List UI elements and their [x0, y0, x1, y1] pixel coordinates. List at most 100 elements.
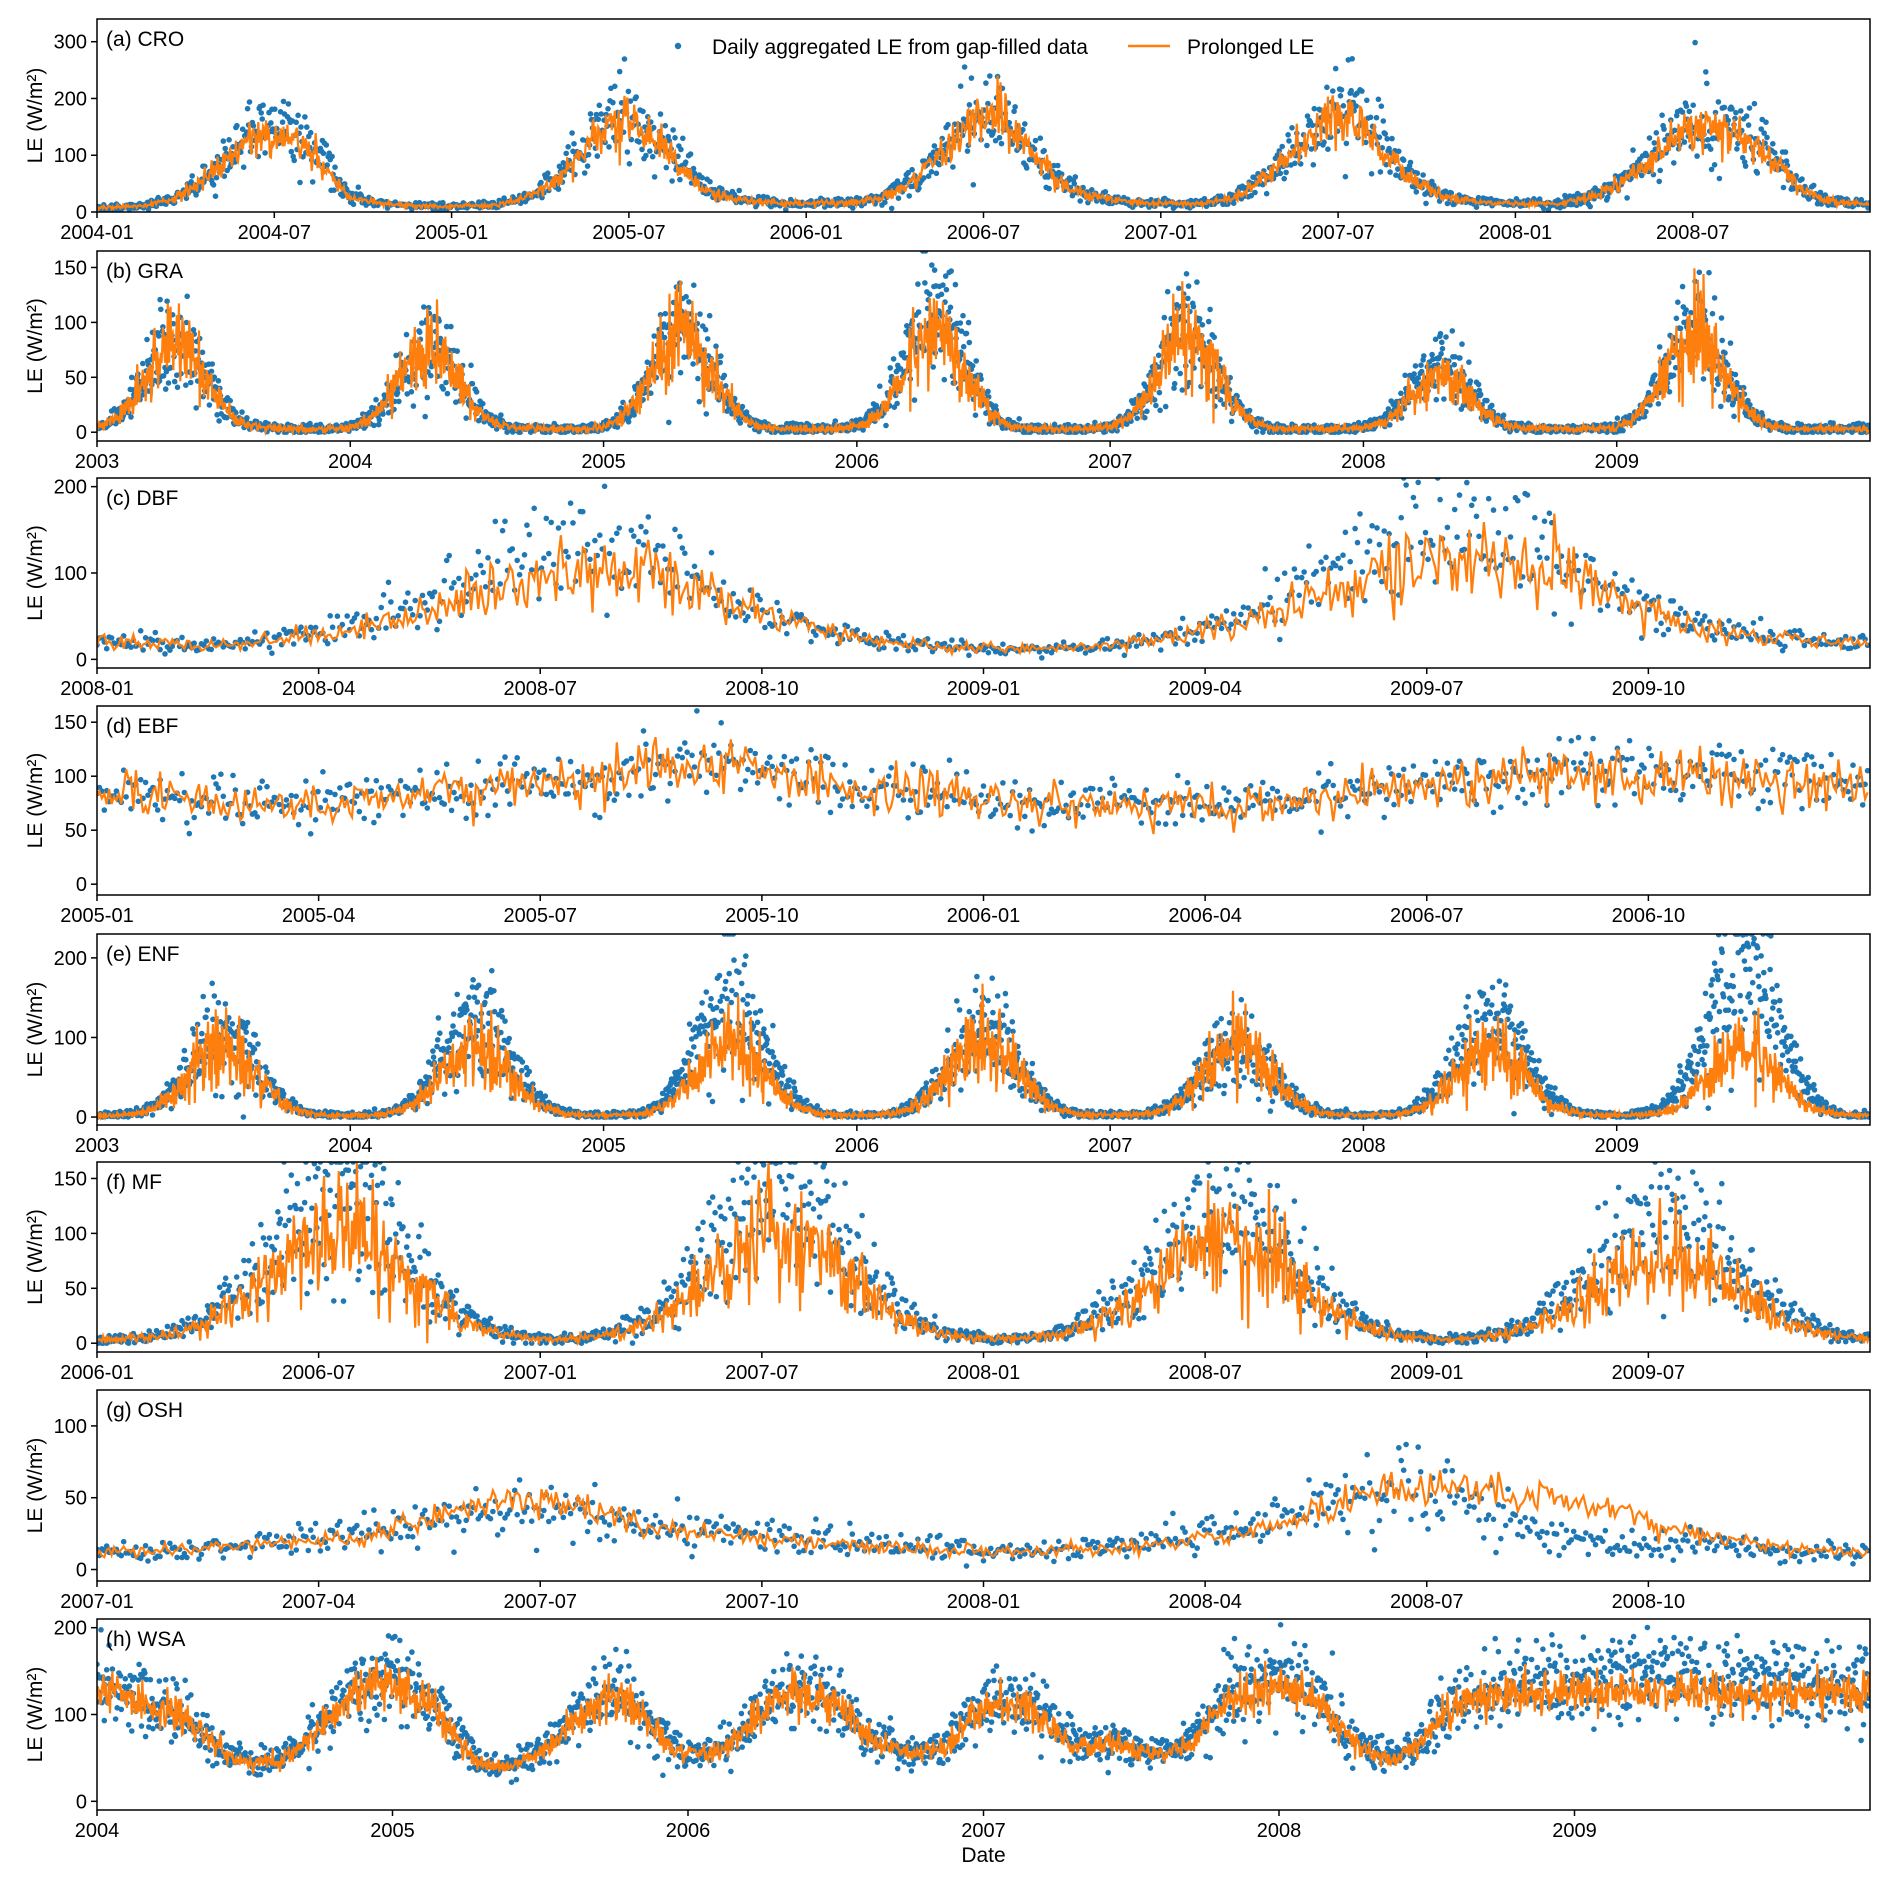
scatter-point	[329, 624, 336, 630]
scatter-point	[1715, 99, 1722, 105]
scatter-point	[684, 570, 690, 577]
scatter-point	[682, 159, 689, 165]
scatter-point	[1715, 381, 1721, 388]
scatter-point	[1366, 538, 1373, 544]
scatter-point	[603, 111, 609, 118]
scatter-point	[1696, 269, 1703, 276]
y-tick-label: 100	[54, 312, 87, 334]
scatter-point	[1733, 109, 1739, 116]
scatter-point	[1653, 130, 1660, 136]
scatter-point	[1281, 570, 1288, 576]
scatter-point	[985, 649, 992, 656]
scatter-point	[929, 262, 935, 268]
y-tick-label: 100	[54, 145, 87, 167]
scatter-point	[1363, 139, 1369, 146]
scatter-point	[371, 422, 377, 429]
scatter-point	[128, 414, 134, 420]
scatter-point	[1248, 192, 1254, 199]
scatter-point	[1810, 182, 1817, 189]
scatter-point	[1382, 131, 1388, 137]
scatter-point	[1041, 147, 1047, 154]
scatter-point	[1692, 39, 1698, 46]
scatter-point	[631, 412, 637, 418]
scatter-point	[227, 397, 233, 404]
scatter-point	[969, 363, 976, 369]
scatter-point	[691, 170, 698, 176]
scatter-point	[431, 589, 438, 595]
scatter-point	[202, 163, 208, 170]
scatter-point	[961, 64, 968, 70]
scatter-point	[894, 178, 901, 184]
scatter-point	[1389, 135, 1395, 142]
scatter-point	[1277, 170, 1284, 177]
scatter-point	[1396, 148, 1402, 155]
scatter-point	[606, 550, 613, 557]
scatter-point	[1176, 285, 1182, 292]
scatter-point	[1022, 121, 1028, 127]
scatter-point	[1281, 175, 1287, 182]
scatter-point	[239, 126, 246, 132]
scatter-point	[662, 310, 669, 317]
scatter-point	[468, 362, 474, 369]
scatter-point	[1347, 558, 1353, 565]
scatter-point	[1286, 138, 1292, 144]
scatter-point	[813, 632, 819, 638]
scatter-point	[1134, 415, 1140, 422]
scatter-point	[1368, 171, 1375, 177]
scatter-point	[193, 192, 199, 198]
scatter-point	[350, 201, 357, 208]
scatter-point	[509, 546, 516, 552]
scatter-point	[644, 359, 651, 366]
scatter-point	[473, 389, 480, 395]
scatter-point	[1179, 387, 1186, 393]
scatter-point	[625, 88, 632, 95]
scatter-point	[639, 146, 645, 153]
scatter-point	[584, 163, 591, 169]
scatter-point	[651, 174, 658, 180]
scatter-point	[1700, 376, 1707, 382]
scatter-point	[1620, 427, 1626, 434]
scatter-point	[1459, 341, 1465, 347]
scatter-point	[739, 403, 746, 410]
scatter-point	[272, 106, 278, 112]
scatter-point	[895, 195, 902, 201]
scatter-point	[1772, 150, 1778, 156]
scatter-point	[1398, 514, 1404, 521]
scatter-point	[1031, 146, 1038, 152]
scatter-point	[570, 520, 576, 526]
scatter-point	[516, 571, 523, 578]
scatter-point	[497, 581, 504, 587]
scatter-point	[1349, 56, 1355, 62]
scatter-point	[605, 106, 611, 112]
scatter-point	[1467, 378, 1474, 384]
scatter-point	[1230, 200, 1237, 206]
scatter-point	[1367, 114, 1374, 121]
scatter-point	[541, 555, 547, 561]
scatter-point	[280, 98, 287, 105]
scatter-point	[921, 175, 927, 181]
scatter-point	[1407, 159, 1414, 166]
scatter-point	[184, 293, 190, 300]
scatter-point	[926, 291, 933, 298]
scatter-point	[900, 632, 907, 639]
scatter-point	[1000, 641, 1006, 647]
scatter-point	[704, 336, 711, 342]
scatter-point	[108, 635, 115, 641]
scatter-point	[1164, 288, 1171, 295]
scatter-point	[1423, 200, 1429, 207]
scatter-point	[475, 548, 482, 555]
scatter-point	[1252, 189, 1258, 196]
scatter-point	[1438, 351, 1444, 357]
scatter-point	[720, 579, 727, 585]
scatter-point	[371, 634, 377, 641]
scatter-point	[304, 124, 310, 130]
scatter-point	[614, 530, 620, 537]
scatter-point	[722, 383, 729, 389]
scatter-point	[408, 389, 415, 395]
scatter-point	[699, 174, 705, 181]
scatter-point	[1475, 381, 1482, 388]
scatter-point	[482, 584, 489, 590]
scatter-point	[987, 73, 993, 79]
scatter-point	[446, 552, 453, 559]
scatter-point	[1313, 568, 1319, 575]
